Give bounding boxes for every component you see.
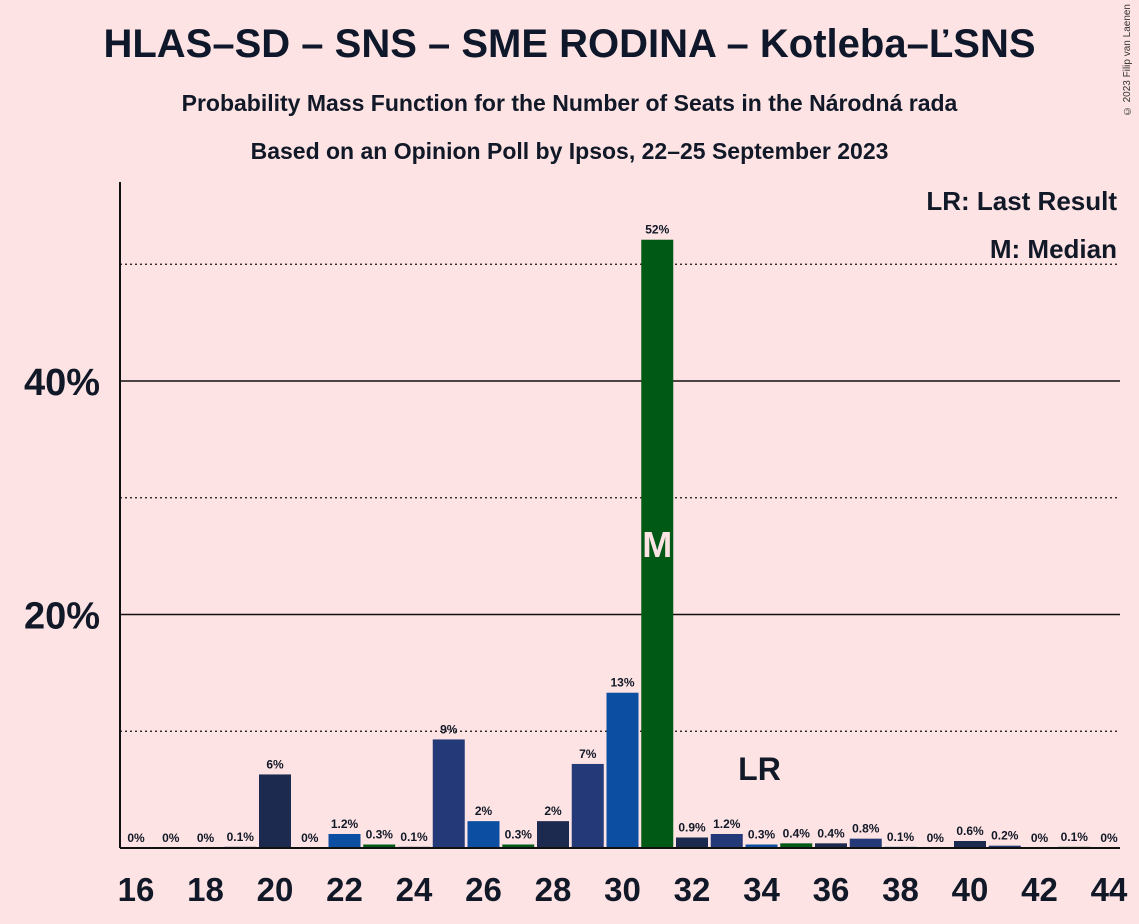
bar-data-label: 0.3% (505, 827, 533, 841)
bar-data-label: 0.1% (1061, 830, 1089, 844)
bar-data-label: 0% (127, 831, 145, 845)
bar-data-label: 0.1% (227, 830, 255, 844)
bar-data-label: 0% (927, 831, 945, 845)
x-tick-label: 32 (674, 871, 711, 908)
bar-data-label: 0.8% (852, 822, 880, 836)
x-tick-label: 42 (1021, 871, 1058, 908)
bar (259, 774, 291, 848)
x-tick-label: 36 (813, 871, 850, 908)
bars (224, 239, 1091, 849)
x-tick-label: 16 (118, 871, 155, 908)
x-tick-label: 30 (604, 871, 641, 908)
bar-data-label: 1.2% (331, 817, 359, 831)
x-tick-label: 22 (326, 871, 363, 908)
bar (467, 821, 500, 848)
bar (606, 692, 639, 848)
legend-last-result: LR: Last Result (926, 186, 1117, 216)
legend: LR: Last Result M: Median (926, 186, 1117, 264)
x-tick-label: 18 (187, 871, 224, 908)
bar-data-label: 0.4% (783, 826, 811, 840)
axes (119, 182, 1120, 849)
y-tick-label: 20% (24, 596, 100, 638)
last-result-marker: LR (738, 751, 781, 787)
bar-data-label: 0% (1100, 831, 1118, 845)
bar (954, 840, 986, 848)
bar-data-label: 0.6% (956, 824, 984, 838)
bar-data-label: 2% (544, 804, 562, 818)
bar-data-label: 0.2% (991, 829, 1019, 843)
bar-data-label: 0.4% (817, 826, 845, 840)
bar-data-label: 0% (197, 831, 215, 845)
bar (815, 843, 847, 848)
chart-title: HLAS–SD – SNS – SME RODINA – Kotleba–ĽSN… (103, 22, 1036, 66)
bar-data-label: 1.2% (713, 817, 741, 831)
bar-data-label: 0% (162, 831, 180, 845)
bar (745, 844, 778, 848)
bar (537, 821, 569, 848)
bar-data-label: 0.9% (678, 820, 706, 834)
chart-subtitle: Probability Mass Function for the Number… (181, 90, 958, 116)
x-tick-label: 38 (882, 871, 919, 908)
bar (676, 837, 708, 848)
bar (363, 844, 396, 848)
bar-data-label: 0.3% (748, 827, 776, 841)
bar (432, 739, 465, 848)
x-tick-label: 26 (465, 871, 502, 908)
bar-data-label: 0% (1031, 831, 1049, 845)
bar-data-label: 9% (440, 722, 458, 736)
gridlines (120, 263, 1120, 732)
bar (571, 763, 604, 848)
bar (710, 833, 743, 848)
bar (780, 843, 813, 848)
bar (328, 833, 361, 848)
y-tick-label: 40% (24, 362, 100, 404)
x-tick-label: 20 (257, 871, 294, 908)
bar (988, 845, 1021, 848)
legend-median: M: Median (990, 234, 1117, 264)
bar (641, 239, 674, 849)
x-tick-label: 28 (535, 871, 572, 908)
bar-data-label: 0.1% (887, 830, 915, 844)
bar-data-label: 0.1% (400, 830, 428, 844)
bar-data-label: 13% (610, 676, 634, 690)
bar-data-label: 0% (301, 831, 319, 845)
x-tick-label: 40 (952, 871, 989, 908)
bar-data-label: 6% (266, 757, 284, 771)
median-marker: M (642, 524, 672, 565)
bar (502, 844, 535, 848)
data-labels: 0% 0% 0% 0.1% 6% 0% 1.2% 0.3% 0.1% 9% 2% 0.3% 2% 7% 13… (127, 223, 1118, 845)
x-tick-label: 34 (743, 871, 780, 908)
bar-data-label: 0.3% (366, 827, 394, 841)
bar-data-label: 52% (645, 223, 669, 237)
bar-data-label: 7% (579, 747, 597, 761)
bar-data-label: 2% (475, 804, 493, 818)
chart-source-line: Based on an Opinion Poll by Ipsos, 22–25… (250, 138, 889, 164)
tick-labels: 20% 40% 16 18 20 22 24 26 28 30 32 34 36 38 40 42 44 (24, 362, 1128, 908)
x-tick-label: 44 (1091, 871, 1128, 908)
x-tick-label: 24 (396, 871, 433, 908)
bar (849, 838, 882, 848)
